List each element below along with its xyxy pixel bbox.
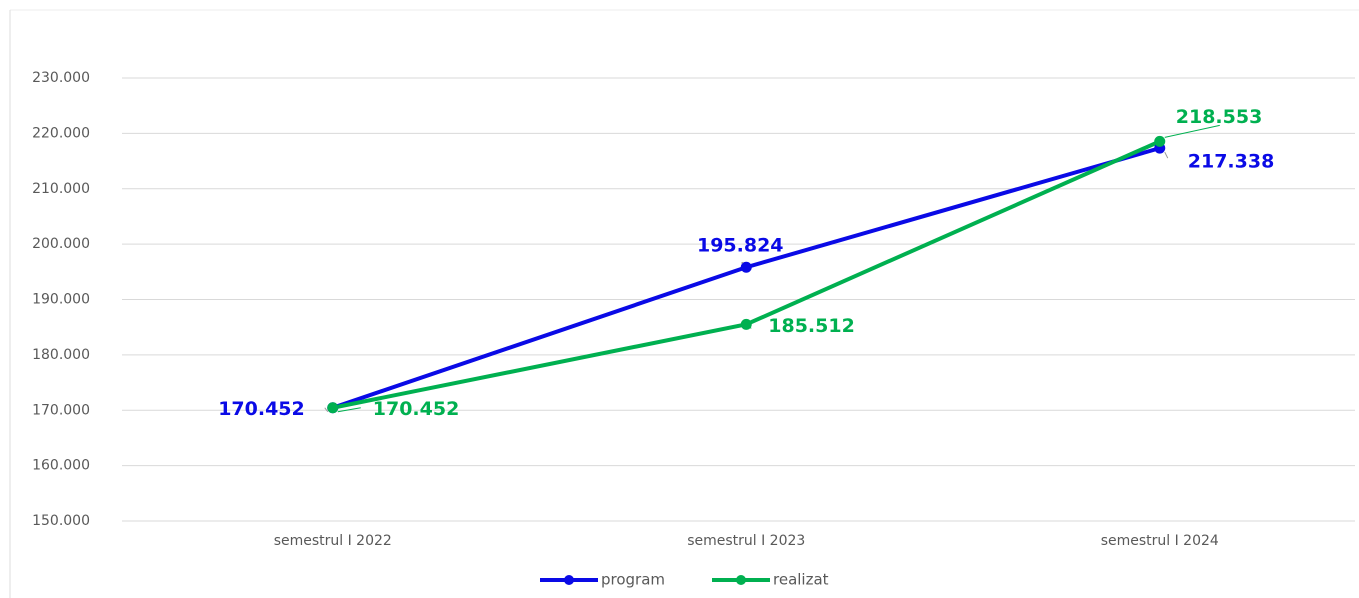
x-tick-label: semestrul I 2023: [687, 533, 805, 549]
data-label: 170.452: [218, 398, 305, 420]
legend-label: realizat: [773, 571, 829, 589]
x-tick-label: semestrul I 2022: [274, 533, 392, 549]
y-tick-label: 150.000: [32, 513, 90, 529]
data-label: 195.824: [697, 235, 784, 257]
leader-line: [337, 407, 361, 413]
leader-line: [745, 323, 752, 329]
leader-line: [1164, 151, 1169, 159]
y-tick-label: 180.000: [32, 347, 90, 363]
point-marker: [740, 261, 752, 273]
y-tick-label: 160.000: [32, 458, 90, 474]
series-line: [332, 146, 1161, 410]
data-label: 170.452: [373, 398, 460, 420]
x-tick-label: semestrul I 2024: [1101, 533, 1219, 549]
leader-line: [324, 407, 329, 413]
series-line: [332, 139, 1161, 410]
y-tick-label: 210.000: [32, 181, 90, 197]
y-tick-label: 200.000: [32, 236, 90, 252]
data-label: 217.338: [1188, 151, 1275, 173]
data-label: 185.512: [768, 315, 855, 337]
legend-marker: [736, 575, 746, 585]
y-tick-label: 170.000: [32, 402, 90, 418]
legend-label: program: [601, 571, 665, 589]
point-marker: [327, 402, 339, 414]
y-tick-label: 190.000: [32, 292, 90, 308]
leader-line: [1164, 124, 1220, 138]
data-label: 218.553: [1176, 106, 1263, 128]
leader-line: [741, 261, 744, 264]
y-tick-label: 230.000: [32, 70, 90, 86]
legend-marker: [564, 575, 574, 585]
point-marker: [1154, 135, 1166, 147]
y-tick-label: 220.000: [32, 125, 90, 141]
